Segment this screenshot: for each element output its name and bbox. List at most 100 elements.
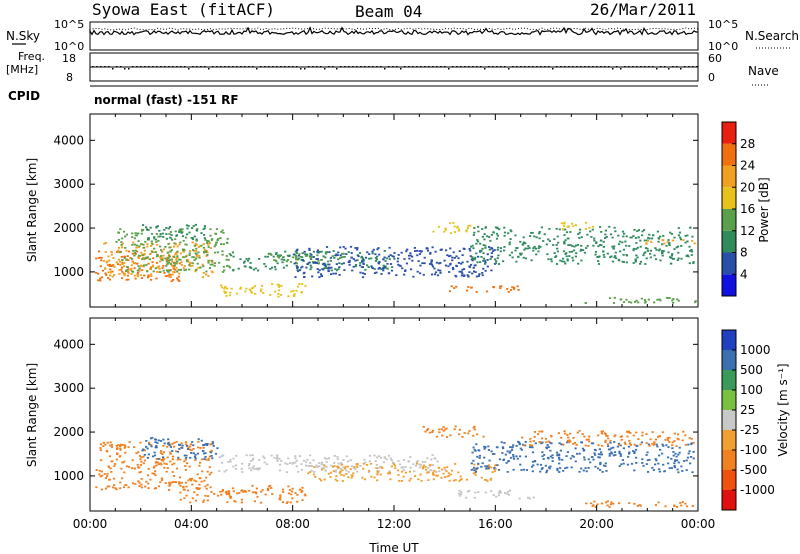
nave-point [172, 66, 174, 68]
nave-point [596, 66, 598, 68]
nave-point [464, 66, 466, 68]
nave-point [168, 66, 170, 68]
power-colorbar-label: Power [dB] [757, 177, 771, 242]
nave-point [392, 66, 394, 68]
power-colorbar-tick: 4 [740, 267, 748, 281]
nave-point [600, 66, 602, 68]
nave-point [640, 66, 642, 68]
nave-point [304, 68, 306, 70]
scatter-region [95, 440, 213, 491]
nave-point [452, 66, 454, 68]
nave-point [684, 66, 686, 68]
nave-point [256, 68, 258, 70]
nave-point [656, 68, 658, 70]
nave-point [592, 66, 594, 68]
nave-point [572, 66, 574, 68]
x-tick-label: 12:00 [377, 517, 412, 531]
nave-point [568, 66, 570, 68]
nave-point [584, 66, 586, 68]
nave-point [696, 66, 698, 68]
nave-point [120, 66, 122, 68]
nave-point [112, 68, 114, 70]
nave-point [176, 66, 178, 68]
nave-point [136, 66, 138, 68]
nave-point [404, 66, 406, 68]
nave-point [468, 66, 470, 68]
nave-point [516, 66, 518, 68]
nave-point [332, 66, 334, 68]
x-tick-label: 00:00 [73, 517, 108, 531]
scatter-region [560, 221, 594, 231]
nave-point [356, 66, 358, 68]
nave-point [140, 66, 142, 68]
colorbar-swatch [722, 490, 736, 510]
nave-point [312, 66, 314, 68]
nave-point [244, 66, 246, 68]
nave-point [220, 66, 222, 68]
x-tick-label: 16:00 [478, 517, 513, 531]
nave-point [272, 66, 274, 68]
scatter-region [422, 425, 485, 438]
nave-point [504, 66, 506, 68]
freq-tick-min: 8 [66, 71, 73, 84]
freq-unit: [MHz] [6, 63, 38, 76]
velocity-colorbar-label: Velocity [m s⁻¹] [776, 363, 790, 456]
freq-panel [89, 52, 699, 82]
nave-point [524, 66, 526, 68]
velocity-colorbar-tick: -500 [740, 463, 767, 477]
scatter-region [269, 252, 345, 265]
nave-point [608, 66, 610, 68]
nave-point [660, 66, 662, 68]
nave-point [420, 66, 422, 68]
nave-point [116, 66, 118, 68]
power-ylabel: Slant Range [km] [25, 158, 39, 262]
power-colorbar-tick: 12 [740, 224, 755, 238]
y-tick-label: 1000 [53, 469, 84, 483]
nsky-tick-min: 10^0 [54, 40, 84, 53]
nave-point [424, 66, 426, 68]
cpid-text: normal (fast) -151 RF [94, 93, 239, 107]
colorbar-swatch [722, 143, 736, 166]
time-xlabel: Time UT [368, 541, 419, 554]
nave-point [576, 66, 578, 68]
power-colorbar-tick: 28 [740, 137, 755, 151]
colorbar-swatch [722, 450, 736, 470]
colorbar-swatch [722, 350, 736, 370]
nave-point [512, 66, 514, 68]
nave-point [240, 66, 242, 68]
scatter-region [645, 239, 696, 245]
nsearch-tick-max: 10^5 [708, 18, 738, 31]
nave-point [316, 66, 318, 68]
velocity-colorbar-tick: 25 [740, 403, 755, 417]
nave-point [416, 66, 418, 68]
nave-point [204, 66, 206, 68]
nave-point [680, 68, 682, 70]
nave-point [336, 68, 338, 70]
nave-point [384, 68, 386, 70]
nave-point [108, 66, 110, 68]
freq-tick-max: 18 [62, 52, 76, 65]
nave-point [544, 66, 546, 68]
nsky-tick-max: 10^5 [54, 18, 84, 31]
nave-point [292, 66, 294, 68]
nave-point [104, 66, 106, 68]
power-colorbar-tick: 16 [740, 202, 755, 216]
nave-point [508, 68, 510, 70]
nave-point [436, 66, 438, 68]
nave-point [652, 66, 654, 68]
scatter-region [220, 283, 307, 298]
nave-point [188, 68, 190, 70]
nave-point [144, 66, 146, 68]
nave-point [92, 66, 94, 68]
nave-point [636, 66, 638, 68]
nave-point [692, 66, 694, 68]
nave-point [556, 66, 558, 68]
nave-point [484, 68, 486, 70]
nave-point [148, 66, 150, 68]
station-title: Syowa East (fitACF) [92, 0, 275, 19]
nave-point [340, 66, 342, 68]
y-tick-label: 2000 [53, 221, 84, 235]
colorbar-swatch [722, 122, 736, 144]
nave-point [496, 66, 498, 68]
